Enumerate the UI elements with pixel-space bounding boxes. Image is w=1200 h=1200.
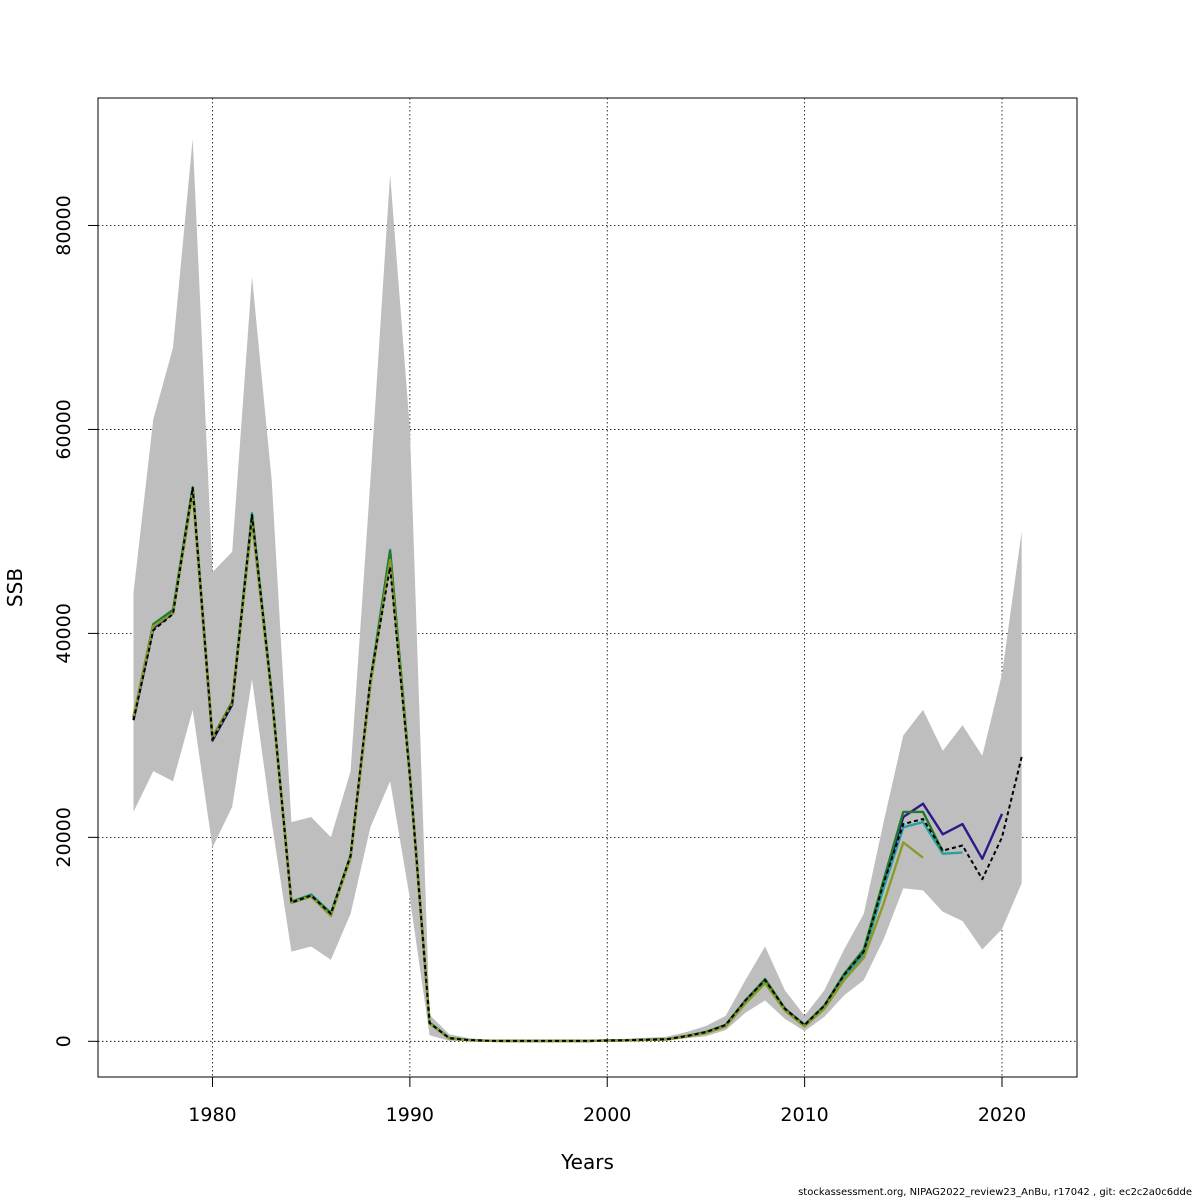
y-tick-label: 80000 xyxy=(53,195,75,255)
y-tick-label: 40000 xyxy=(53,603,75,663)
y-axis: 0 20000 40000 60000 80000 xyxy=(53,195,99,1047)
x-tick-label: 2000 xyxy=(583,1104,631,1126)
x-tick-label: 1990 xyxy=(386,1104,434,1126)
confidence-band xyxy=(133,138,1022,1042)
x-axis: 1980 1990 2000 2010 2020 xyxy=(188,1076,1026,1126)
x-tick-label: 1980 xyxy=(188,1104,236,1126)
y-tick-label: 20000 xyxy=(53,807,75,867)
series-lines-layer xyxy=(132,486,1023,1043)
y-tick-label: 0 xyxy=(53,1035,75,1047)
y-axis-label: SSB xyxy=(3,568,27,607)
series-line-5 xyxy=(132,486,1023,1042)
x-axis-label: Years xyxy=(560,1150,614,1174)
y-tick-label: 60000 xyxy=(53,399,75,459)
x-tick-label: 2020 xyxy=(978,1104,1026,1126)
confidence-band-layer xyxy=(133,138,1022,1042)
footer-source-note: stockassessment.org, NIPAG2022_review23_… xyxy=(798,1187,1192,1198)
x-tick-label: 2010 xyxy=(780,1104,828,1126)
